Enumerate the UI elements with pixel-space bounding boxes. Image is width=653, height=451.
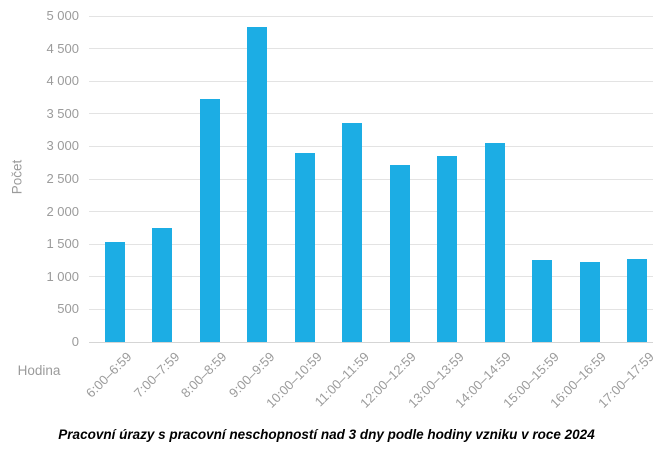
y-tick-label: 0 [71, 334, 79, 349]
y-tick-label: 2 000 [46, 203, 79, 219]
gridline [89, 145, 653, 147]
gridline [89, 15, 653, 17]
gridline [89, 80, 653, 82]
y-tick-label: 500 [57, 301, 79, 317]
bar-13-00-13-59 [437, 156, 458, 342]
bar-12-00-12-59 [389, 164, 410, 342]
bar-8-00-8-59 [199, 98, 220, 342]
x-axis-title: Hodina [17, 363, 61, 378]
bar-11-00-11-59 [342, 122, 363, 342]
y-tick-label: 3 000 [46, 138, 79, 154]
gridline [89, 276, 653, 278]
bar-14-00-14-59 [484, 143, 505, 342]
x-tick-label: 6:00–6:59 [83, 349, 135, 401]
gridline [89, 113, 653, 115]
chart-title: Pracovní úrazy s pracovní neschopností n… [58, 427, 595, 442]
y-tick-label: 2 500 [46, 171, 79, 186]
bar-6-00-6-59 [105, 241, 126, 342]
gridline [89, 308, 653, 310]
gridline [89, 243, 653, 245]
x-tick-label: 8:00–8:59 [178, 349, 230, 401]
x-axis-line [89, 341, 653, 343]
gridline [89, 211, 653, 213]
y-tick-label: 4 500 [46, 40, 79, 56]
x-tick-label: 7:00–7:59 [130, 349, 183, 401]
y-tick-label: 4 000 [46, 73, 79, 89]
y-tick-label: 3 500 [46, 105, 79, 121]
y-tick-label: 5 000 [46, 8, 79, 23]
bar-7-00-7-59 [152, 227, 173, 342]
y-tick-label: 1 500 [46, 236, 79, 252]
bar-17-00-17-59 [626, 259, 647, 342]
gridline [89, 178, 653, 180]
bar-10-00-10-59 [294, 152, 315, 342]
bar-15-00-15-59 [532, 259, 553, 342]
bar-9-00-9-59 [247, 27, 268, 342]
gridline [89, 48, 653, 50]
y-tick-label: 1 000 [46, 268, 79, 284]
bar-16-00-16-59 [579, 261, 600, 342]
